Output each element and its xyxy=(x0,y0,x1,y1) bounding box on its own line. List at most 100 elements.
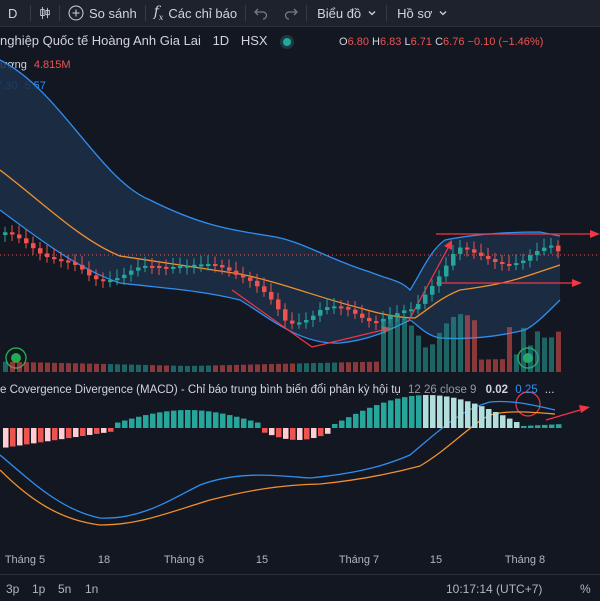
volume-bar xyxy=(52,362,57,372)
reversal-arrow-icon xyxy=(381,326,391,334)
redo-button[interactable] xyxy=(276,0,306,26)
macd-histogram-bar xyxy=(227,415,233,428)
time-axis[interactable]: Tháng 5 18 Tháng 6 15 Tháng 7 15 Tháng 8 xyxy=(0,552,600,570)
candle-body xyxy=(262,286,267,292)
symbol-interval[interactable]: 1D xyxy=(212,33,230,48)
volume-bar xyxy=(402,318,407,372)
range-button[interactable]: 5n xyxy=(58,582,72,596)
macd-histogram-bar xyxy=(262,428,268,433)
volume-bar xyxy=(136,364,141,372)
volume-bar xyxy=(143,364,148,372)
macd-histogram-bar xyxy=(52,428,58,441)
reversal-trend-line xyxy=(311,329,384,348)
candle-body xyxy=(38,248,43,254)
volume-bar xyxy=(472,320,477,372)
profile-dropdown[interactable]: Hồ sơ xyxy=(387,0,457,26)
breakout-trend-line xyxy=(407,247,449,323)
time-axis-label: Tháng 7 xyxy=(338,554,380,566)
macd-histogram-bar xyxy=(304,428,310,440)
clock[interactable]: 10:17:14 (UTC+7) xyxy=(446,582,543,596)
range-button[interactable]: 1n xyxy=(85,582,99,596)
market-status-icon xyxy=(283,37,292,46)
candle-body xyxy=(10,232,15,235)
time-axis-label: Tháng 8 xyxy=(504,554,546,566)
bollinger-legend: 7.30 5.57 xyxy=(0,80,46,92)
volume-bar xyxy=(290,363,295,372)
low-value: 6.71 xyxy=(410,36,433,48)
candle-body xyxy=(325,307,330,310)
function-icon: fx xyxy=(153,4,164,22)
macd-histogram-bar xyxy=(318,428,324,437)
macd-histogram-bar xyxy=(528,425,534,428)
volume-bar xyxy=(437,332,442,372)
macd-histogram-bar xyxy=(199,410,205,428)
candle-body xyxy=(402,310,407,314)
macd-histogram-bar xyxy=(164,411,170,428)
bar-style-button[interactable] xyxy=(31,0,59,26)
macd-histogram-bar xyxy=(465,401,471,428)
macd-histogram-bar xyxy=(556,424,562,428)
chart-type-dropdown[interactable]: Biểu đồ xyxy=(307,0,386,26)
candle-body xyxy=(381,319,386,322)
candle-body xyxy=(248,277,253,281)
candle-body xyxy=(3,232,8,235)
volume-bar xyxy=(409,325,414,372)
candle-body xyxy=(101,279,106,282)
bollinger-value-1: 7.30 xyxy=(0,80,18,92)
macd-value-1: 0.02 xyxy=(485,384,509,396)
macd-histogram-bar xyxy=(388,400,394,428)
undo-button[interactable] xyxy=(246,0,276,26)
macd-histogram-bar xyxy=(423,395,429,428)
redo-icon xyxy=(284,8,298,20)
symbol-name[interactable]: nghiệp Quốc tế Hoàng Anh Gia Lai xyxy=(0,33,201,48)
toolbar-divider xyxy=(306,5,308,21)
candle-body xyxy=(45,253,50,258)
timeframe-button[interactable]: D xyxy=(0,0,30,26)
candle-body xyxy=(255,280,260,287)
indicators-button[interactable]: fx Các chỉ báo xyxy=(146,0,245,26)
macd-histogram-bar xyxy=(479,406,485,428)
volume-bar xyxy=(10,361,15,372)
compare-label: So sánh xyxy=(89,5,137,21)
profile-label: Hồ sơ xyxy=(397,5,433,21)
candle-body xyxy=(374,321,379,324)
candle-body xyxy=(150,265,155,268)
volume-bar xyxy=(388,314,393,372)
macd-histogram-bar xyxy=(234,416,240,428)
range-button[interactable]: 1p xyxy=(32,582,46,596)
macd-histogram-bar xyxy=(66,428,72,439)
percent-toggle[interactable]: % xyxy=(580,582,591,596)
volume-bar xyxy=(486,359,491,372)
toolbar-divider xyxy=(245,5,247,21)
range-button[interactable]: 3p xyxy=(6,582,20,596)
candle-body xyxy=(346,307,351,310)
candle-body xyxy=(206,264,211,267)
chevron-down-icon xyxy=(368,11,376,16)
macd-title[interactable]: e Covergence Divergence (MACD) - Chỉ báo… xyxy=(0,384,401,396)
volume-bar xyxy=(234,364,239,372)
candle-body xyxy=(17,234,22,239)
bollinger-upper-band xyxy=(0,59,561,292)
candle-body xyxy=(395,313,400,317)
macd-histogram-bar xyxy=(353,413,359,428)
macd-histogram-bar xyxy=(24,428,30,445)
volume-bar xyxy=(346,362,351,372)
event-marker[interactable] xyxy=(517,347,539,369)
volume-bar xyxy=(395,314,400,372)
resistance-arrow-icon xyxy=(590,230,600,238)
macd-histogram-bar xyxy=(500,415,506,428)
compare-button[interactable]: So sánh xyxy=(60,0,145,26)
macd-more[interactable]: ... xyxy=(544,384,555,396)
event-marker[interactable] xyxy=(5,347,27,369)
macd-histogram-bar xyxy=(542,424,548,428)
candle-body xyxy=(465,247,470,250)
macd-histogram-bar xyxy=(472,403,478,428)
candle-body xyxy=(290,320,295,324)
macd-histogram-bar xyxy=(220,413,226,428)
candle-body xyxy=(444,265,449,277)
high-label: H xyxy=(372,36,380,48)
candle-body xyxy=(297,322,302,325)
macd-histogram-bar xyxy=(101,428,107,433)
volume-bar xyxy=(185,365,190,372)
